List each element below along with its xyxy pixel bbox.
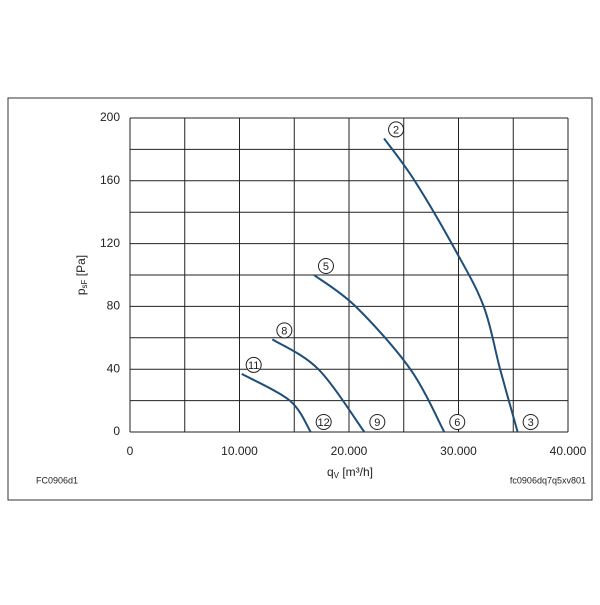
frame bbox=[7, 97, 593, 501]
label-circle bbox=[245, 356, 262, 373]
curve bbox=[383, 137, 519, 433]
x-tick-label: 0 bbox=[127, 444, 134, 458]
curve-label: 6 bbox=[454, 417, 460, 429]
x-tick-label: 10.000 bbox=[221, 444, 258, 458]
label-circle bbox=[317, 258, 334, 274]
curve-label: 3 bbox=[528, 417, 534, 429]
y-axis-label: psF [Pa] bbox=[74, 255, 89, 295]
x-tick-label: 30.000 bbox=[440, 444, 477, 458]
y-tick-label: 160 bbox=[100, 173, 120, 187]
curve-label: 11 bbox=[248, 360, 259, 372]
x-tick-label: 20.000 bbox=[331, 444, 368, 458]
label-circle bbox=[388, 121, 405, 138]
curve-label: 12 bbox=[318, 417, 330, 429]
footnote: FC0906d1 bbox=[36, 475, 78, 485]
curve-label: 8 bbox=[281, 325, 287, 337]
y-tick-label: 0 bbox=[113, 424, 120, 438]
curve bbox=[313, 274, 446, 433]
label-circle bbox=[276, 322, 293, 339]
label-circle bbox=[449, 414, 466, 430]
x-tick-label: 40.000 bbox=[550, 444, 587, 458]
y-tick-label: 200 bbox=[100, 110, 120, 124]
label-circle bbox=[522, 414, 539, 430]
curve bbox=[241, 373, 312, 433]
footnote: fc0906dq7q5xv801 bbox=[510, 475, 586, 485]
curve-label: 5 bbox=[323, 261, 329, 273]
curve-label: 2 bbox=[393, 124, 399, 136]
label-circle bbox=[315, 414, 332, 430]
y-tick-label: 120 bbox=[100, 236, 120, 250]
x-axis-label: qV [m³/h] bbox=[327, 465, 373, 480]
curve-label: 9 bbox=[374, 417, 380, 429]
label-circle bbox=[369, 414, 386, 430]
curve bbox=[271, 338, 366, 433]
y-tick-label: 80 bbox=[107, 299, 121, 313]
y-tick-label: 40 bbox=[107, 361, 121, 375]
